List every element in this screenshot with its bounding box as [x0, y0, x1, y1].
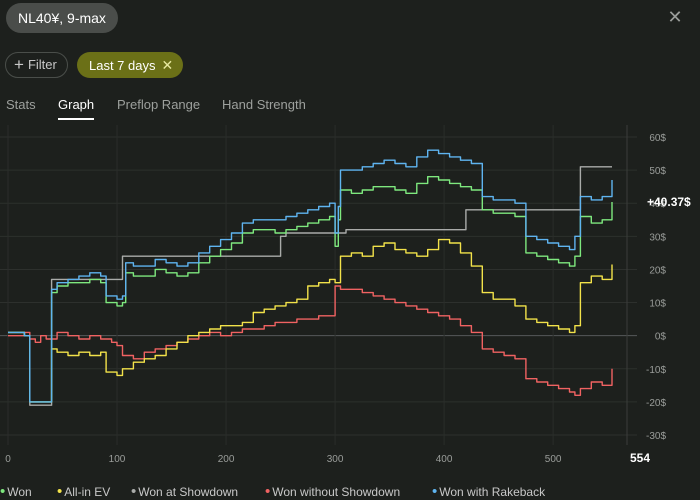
- series-line-all-in-ev[interactable]: [8, 238, 613, 403]
- y-tick-label: 60$: [649, 133, 666, 144]
- y-tick-label: 30$: [649, 232, 666, 243]
- filter-button[interactable]: + Filter: [5, 52, 68, 78]
- legend-dot: •: [131, 483, 137, 500]
- legend-dot: •: [0, 483, 6, 500]
- y-tick-label: 50$: [649, 166, 666, 177]
- tab-hand-strength[interactable]: Hand Strength: [222, 97, 306, 112]
- x-end-label: 554: [630, 451, 650, 465]
- x-tick-label: 100: [109, 454, 126, 465]
- y-tick-label: 10$: [649, 299, 666, 310]
- y-tick-label: -10$: [646, 365, 666, 376]
- legend-dot: •: [432, 483, 438, 500]
- series-line-won-with-rakeback[interactable]: [8, 149, 613, 403]
- y-tick-label: 0$: [655, 332, 667, 343]
- legend-dot: •: [57, 483, 63, 500]
- y-tick-label: -20$: [646, 398, 666, 409]
- close-button[interactable]: ✕: [664, 6, 686, 28]
- series-line-won-without-showdown[interactable]: [8, 285, 613, 396]
- x-tick-label: 500: [545, 454, 562, 465]
- legend-item-won[interactable]: • Won: [0, 483, 32, 500]
- y-tick-label: 20$: [649, 265, 666, 276]
- plus-icon: +: [14, 55, 24, 74]
- x-tick-label: 200: [218, 454, 235, 465]
- legend-label: Won with Rakeback: [439, 485, 546, 499]
- final-value-label: +40.37$: [647, 195, 691, 209]
- game-type-label: NL40¥, 9-max: [18, 10, 106, 26]
- legend-label: Won: [7, 485, 32, 499]
- filter-button-label: Filter: [27, 57, 57, 72]
- legend-item-won-at-showdown[interactable]: • Won at Showdown: [131, 483, 238, 500]
- legend-label: Won without Showdown: [272, 485, 401, 499]
- legend-item-all-in-ev[interactable]: • All-in EV: [57, 483, 110, 500]
- game-type-chip[interactable]: NL40¥, 9-max: [6, 3, 118, 33]
- date-range-chip[interactable]: Last 7 days ✕: [77, 52, 184, 78]
- legend-dot: •: [265, 483, 271, 500]
- legend-item-won-with-rakeback[interactable]: • Won with Rakeback: [432, 483, 545, 500]
- date-range-label: Last 7 days: [89, 58, 156, 73]
- legend-label: Won at Showdown: [138, 485, 239, 499]
- close-icon: ✕: [667, 7, 683, 27]
- tab-graph[interactable]: Graph: [58, 96, 95, 120]
- profit-graph[interactable]: 60$ 50$ 40$ 30$ 20$ 10$ 0$ -10$ -20$ -30$ 0 100 200 3…: [0, 125, 700, 475]
- x-tick-label: 300: [327, 454, 344, 465]
- x-tick-label: 0: [5, 454, 11, 465]
- legend-label: All-in EV: [64, 485, 111, 499]
- tab-preflop-range[interactable]: Preflop Range: [117, 97, 201, 112]
- tab-stats[interactable]: Stats: [6, 97, 36, 112]
- remove-filter-icon[interactable]: ✕: [161, 57, 174, 73]
- x-tick-label: 400: [436, 454, 453, 465]
- y-tick-label: -30$: [646, 431, 666, 442]
- y-tick-label: 40$: [649, 199, 666, 210]
- legend-item-won-without-showdown[interactable]: • Won without Showdown: [265, 483, 400, 500]
